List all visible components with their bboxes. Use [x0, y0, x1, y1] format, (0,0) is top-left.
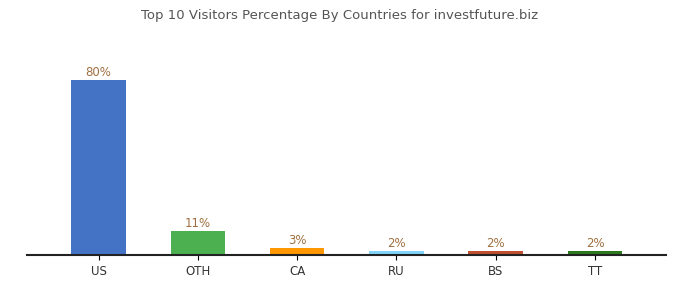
Bar: [369, 250, 424, 255]
Bar: [71, 80, 126, 255]
Bar: [270, 248, 324, 255]
Text: 2%: 2%: [387, 236, 406, 250]
Bar: [469, 250, 523, 255]
Text: 2%: 2%: [486, 236, 505, 250]
Text: Top 10 Visitors Percentage By Countries for investfuture.biz: Top 10 Visitors Percentage By Countries …: [141, 9, 539, 22]
Text: 80%: 80%: [86, 66, 112, 79]
Text: 11%: 11%: [185, 217, 211, 230]
Bar: [171, 231, 225, 255]
Bar: [568, 250, 622, 255]
Text: 2%: 2%: [585, 236, 605, 250]
Text: 3%: 3%: [288, 234, 307, 248]
